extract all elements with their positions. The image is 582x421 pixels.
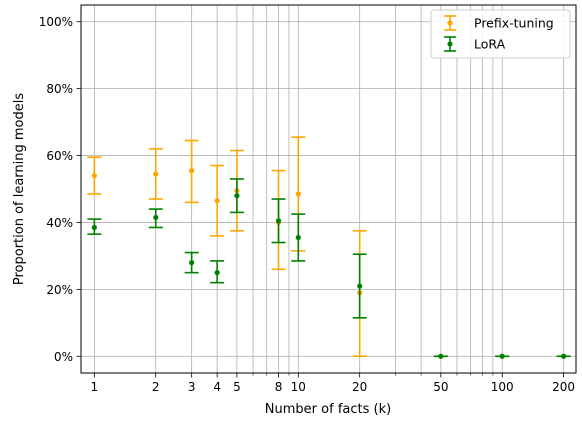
x-tick-label: 8 bbox=[275, 380, 283, 394]
data-point bbox=[214, 198, 220, 204]
legend-label: Prefix-tuning bbox=[474, 16, 554, 31]
data-point bbox=[153, 214, 159, 221]
data-point bbox=[234, 193, 240, 199]
x-tick-label: 1 bbox=[91, 380, 99, 394]
x-tick-label: 20 bbox=[352, 380, 367, 394]
x-tick-label: 4 bbox=[213, 380, 221, 394]
series-lora bbox=[87, 178, 571, 359]
legend-marker bbox=[447, 41, 453, 47]
legend-frame bbox=[430, 9, 571, 59]
grid bbox=[81, 5, 576, 373]
data-point bbox=[295, 191, 301, 197]
data-point bbox=[438, 353, 444, 359]
data-point bbox=[189, 260, 195, 266]
legend-marker bbox=[447, 20, 453, 26]
data-point bbox=[499, 353, 505, 359]
data-point bbox=[91, 224, 97, 231]
y-tick-label: 100% bbox=[39, 15, 73, 29]
data-point bbox=[153, 171, 159, 177]
ticks: 1 2 3 4 5 8 10 20 50 100 200 0% 20% 40% 60% 80% 100% bbox=[39, 15, 575, 394]
data-point bbox=[91, 173, 97, 179]
legend: Prefix-tuning LoRA bbox=[430, 9, 571, 59]
y-tick-label: 40% bbox=[46, 216, 73, 230]
data-point bbox=[295, 234, 301, 241]
plot-frame bbox=[80, 4, 577, 374]
data-point bbox=[561, 353, 567, 359]
legend-entries: Prefix-tuning LoRA bbox=[444, 15, 554, 52]
x-tick-label: 100 bbox=[491, 380, 514, 394]
legend-entry: LoRA bbox=[444, 36, 506, 52]
x-tick-label: 5 bbox=[233, 380, 241, 394]
x-tick-label: 200 bbox=[552, 380, 575, 394]
y-tick-label: 0% bbox=[54, 350, 73, 364]
x-tick-label: 3 bbox=[188, 380, 196, 394]
data-point bbox=[189, 168, 195, 174]
y-axis-label: Proportion of learning models bbox=[12, 93, 27, 286]
y-tick-label: 60% bbox=[46, 149, 73, 163]
y-tick-label: 80% bbox=[46, 82, 73, 96]
data-point bbox=[357, 283, 363, 289]
x-tick-label: 50 bbox=[433, 380, 448, 394]
data-point bbox=[214, 270, 220, 276]
legend-entry: Prefix-tuning bbox=[444, 15, 554, 31]
x-tick-label: 10 bbox=[291, 380, 306, 394]
data-point bbox=[275, 218, 282, 224]
series bbox=[87, 136, 571, 359]
x-tick-label: 2 bbox=[152, 380, 160, 394]
y-tick-label: 20% bbox=[46, 283, 73, 297]
legend-label: LoRA bbox=[474, 37, 506, 52]
series-prefix-tuning bbox=[87, 136, 367, 358]
x-axis-label: Number of facts (k) bbox=[265, 402, 391, 417]
